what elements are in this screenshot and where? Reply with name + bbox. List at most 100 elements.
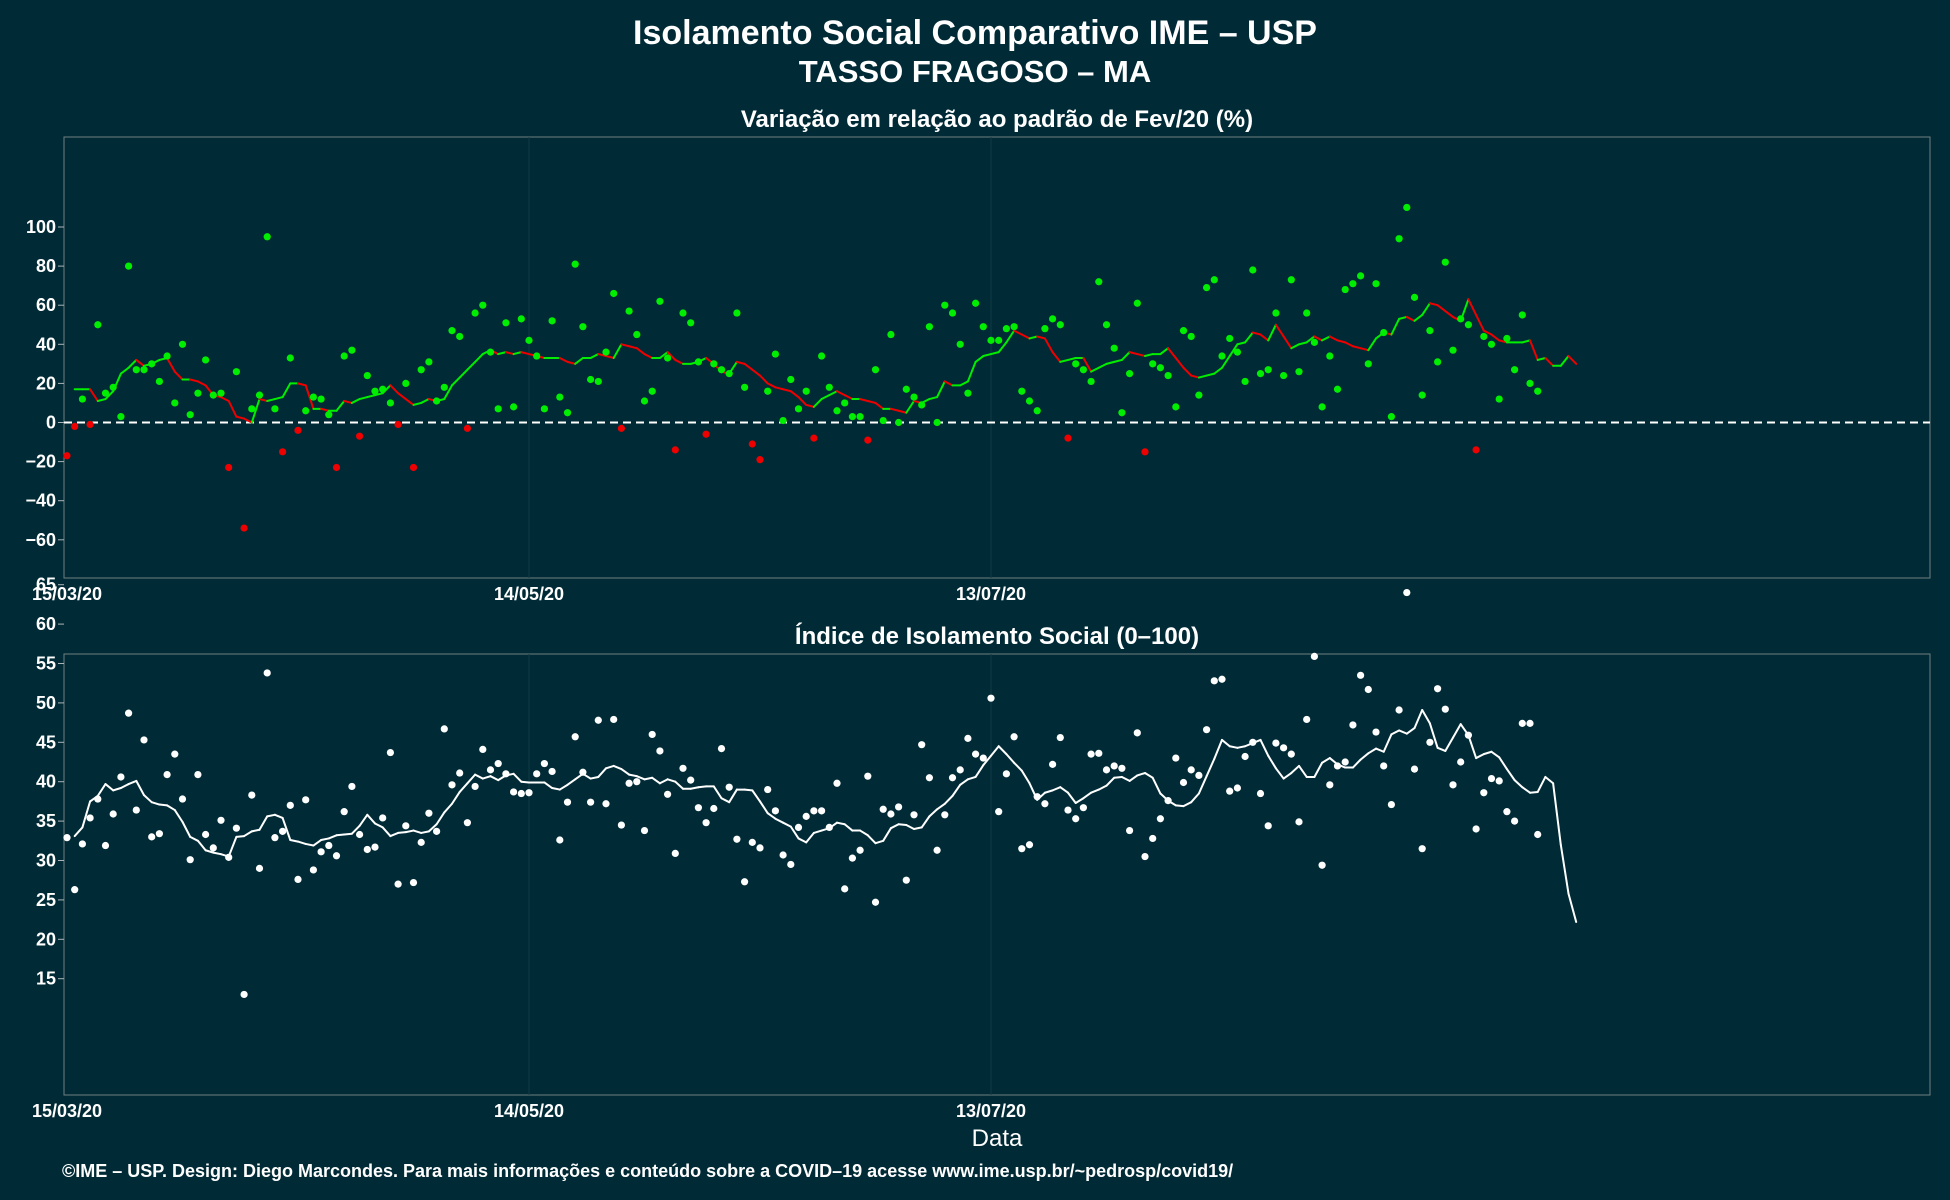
data-point [756,456,764,464]
moving-average-segment [1390,729,1401,736]
moving-average-segment [266,398,276,402]
moving-average-segment [196,380,207,387]
moving-average-segment [1536,356,1547,361]
moving-average-segment [789,825,800,840]
moving-average-segment [504,351,515,356]
moving-average-segment [820,394,831,401]
data-point [787,375,795,384]
data-point [186,856,194,864]
moving-average-segment [1298,341,1308,346]
y-tick-label: 45 [36,732,56,752]
data-point [425,809,433,817]
data-point [1364,685,1372,694]
data-point [802,812,810,820]
moving-average-segment [1259,738,1270,757]
data-point [1049,760,1057,768]
moving-average-segment [805,831,815,844]
data-point [394,880,402,888]
moving-average-segment [1282,772,1293,780]
moving-average-segment [1321,335,1331,342]
moving-average-segment [374,392,384,397]
moving-average-segment [1421,302,1431,316]
data-point [871,898,880,906]
moving-average-segment [173,370,184,381]
moving-average-segment [974,764,985,778]
data-point [895,803,903,811]
moving-average-segment [789,390,800,399]
moving-average-segment [273,396,284,401]
data-point [448,781,456,789]
moving-average-segment [512,351,523,356]
data-point [1264,366,1272,374]
data-point [694,358,703,366]
data-point [1241,752,1249,761]
data-point [271,405,279,413]
moving-average-segment [1144,353,1154,358]
data-point [995,808,1003,816]
moving-average-segment [1536,775,1547,793]
data-point [1087,750,1095,758]
moving-average-segment [1482,750,1493,756]
y-tick-label: 30 [36,851,56,871]
data-point [94,795,102,803]
moving-average-segment [874,401,885,410]
moving-average-segment [458,782,469,793]
data-point [1410,293,1419,301]
moving-average-segment [1043,789,1054,794]
y-tick-label: 100 [26,217,56,237]
data-point [671,446,679,454]
data-point [972,750,980,758]
moving-average-segment [1213,366,1223,375]
data-point [1303,715,1311,724]
data-point [540,405,549,413]
moving-average-segment [435,811,446,826]
moving-average-segment [1182,366,1193,377]
data-point [733,835,741,843]
moving-average-segment [1221,738,1231,748]
moving-average-segment [1221,355,1231,369]
data-point [471,309,479,317]
data-point [1172,403,1180,411]
moving-average-segment [1375,747,1385,753]
data-point [748,838,756,846]
moving-average-segment [1267,754,1277,770]
data-point [225,853,233,861]
data-point [379,814,387,822]
data-point [887,810,895,818]
data-point [117,413,125,421]
moving-average-segment [1113,358,1123,363]
data-point [1310,338,1318,346]
moving-average-segment [320,837,330,842]
moving-average-segment [1444,310,1454,318]
data-point [594,716,602,724]
moving-average-segment [89,388,99,402]
moving-average-segment [866,399,877,404]
moving-average-segment [1128,774,1139,782]
moving-average-segment [1236,745,1247,749]
data-point [548,767,556,776]
moving-average-segment [866,834,877,845]
data-point [933,846,941,854]
data-point [1434,358,1442,366]
data-point [1280,371,1288,380]
moving-average-segment [335,399,346,412]
data-point [1333,385,1342,393]
data-point [779,416,787,425]
data-point [425,358,433,366]
data-point [1480,332,1488,341]
moving-average-segment [119,783,130,790]
moving-average-segment [1090,366,1100,373]
data-point [1210,276,1218,284]
moving-average-segment [343,399,353,404]
data-point [1072,815,1080,823]
data-point [456,332,464,341]
data-point [979,754,987,762]
data-point [463,424,471,432]
moving-average-segment [759,800,769,815]
data-point [1457,315,1465,323]
data-point [163,771,171,779]
moving-average-segment [1013,329,1023,336]
data-point [1156,815,1164,823]
data-point [494,405,502,413]
moving-average-segment [366,394,376,399]
